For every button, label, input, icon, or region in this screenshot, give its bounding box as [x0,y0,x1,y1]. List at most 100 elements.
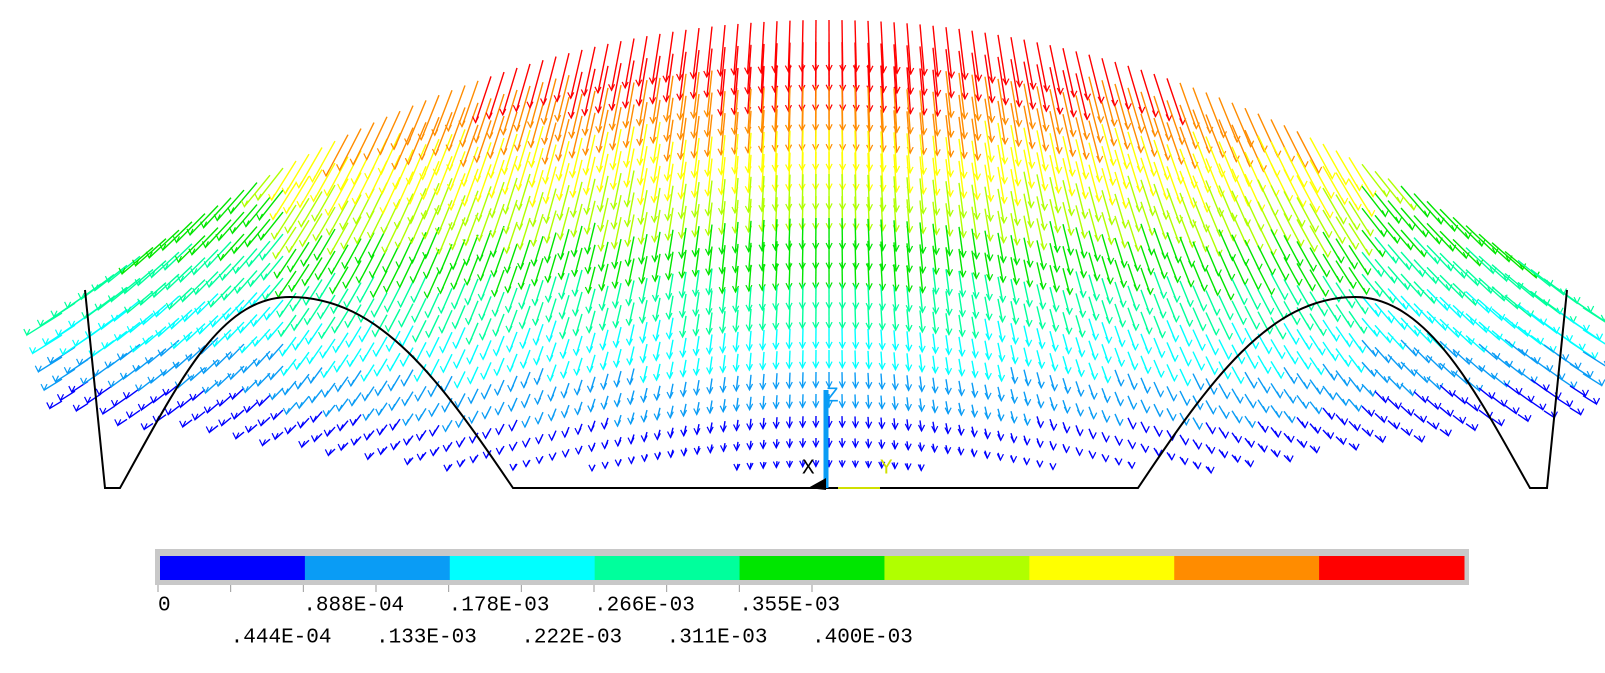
vector [205,220,231,248]
vector-head [1249,421,1255,427]
vector-head [438,307,444,313]
legend-label: .888E-04 [303,595,404,618]
vector-head [1290,397,1296,403]
vector-head [459,121,465,127]
vector-head [365,173,371,179]
vector-head [587,366,593,372]
vector-head [1135,265,1141,271]
vector [586,157,595,194]
vector-head [1145,367,1151,373]
vector-head [1068,229,1074,235]
vector-head [1339,237,1345,243]
vector-head [543,217,549,223]
vector [1102,146,1113,185]
vector-head [401,380,407,386]
vector [1505,295,1531,316]
vector [972,119,978,160]
vector-head [440,346,446,352]
vector [789,307,790,329]
vector-head [1277,392,1283,398]
vector [1440,297,1460,317]
vector-head [496,448,502,454]
vector [204,198,231,228]
vector [1492,287,1517,309]
vector [1375,347,1389,362]
vector [191,368,205,381]
vector-head [1112,100,1118,106]
vector-head [314,254,320,260]
vector-head [1132,344,1138,350]
vector-head [585,248,591,254]
vector-head [206,281,212,287]
vector-head [561,411,567,417]
legend-label: .355E-03 [739,595,840,618]
vector-head [428,390,434,396]
vector-head [506,326,512,332]
legend: 0.444E-04.888E-04.133E-03.178E-03.222E-0… [158,556,1465,650]
vector-head [1052,365,1058,371]
vector-head [296,182,302,188]
vector-head [1138,146,1144,152]
vector-head [1296,279,1302,285]
vector-head [1068,249,1074,255]
vector-head [1081,252,1087,258]
vector-head [549,434,555,440]
vector-head [613,341,619,347]
vector-head [275,291,281,297]
vector [855,350,856,368]
vector [1089,55,1101,103]
vector [802,306,803,328]
vector-head [1082,212,1088,218]
vector-head [214,214,220,220]
vector-head [1096,176,1102,182]
vector-head [416,434,422,440]
vector-head [282,389,288,395]
vector [572,138,582,177]
vector [1362,406,1372,416]
vector-head [1226,353,1232,359]
vector-head [216,234,222,240]
vector-head [1123,182,1129,188]
vector-head [302,279,308,285]
vector-head [321,371,327,377]
vector-head [1185,360,1191,366]
vector [1154,74,1169,120]
vector-head [1187,300,1193,306]
vector-head [467,377,473,383]
vector-head [1360,346,1366,352]
vector-head [1329,413,1335,419]
vector [271,366,283,379]
vector [174,332,192,348]
vector-head [1378,270,1384,276]
vector [1440,363,1454,376]
vector [599,110,608,152]
vector-head [461,180,467,186]
vector-head [559,313,565,319]
vector-head [470,456,476,462]
vector-head [443,445,449,451]
vector-head [292,344,298,350]
vector-head [373,350,379,356]
vector-head [334,366,340,372]
vector [517,108,530,151]
legend-label: .311E-03 [667,627,768,650]
vector-head [1081,271,1087,277]
vector-head [1098,97,1104,103]
vector [1375,369,1387,382]
vector-head [1251,382,1257,388]
vector-head [1025,379,1031,385]
vector-head [1225,373,1231,379]
vector-head [237,327,243,333]
vector [185,302,205,322]
vector-head [1039,323,1045,329]
vector-head [1116,439,1122,445]
vector [55,369,75,382]
vector-head [1153,111,1159,117]
vector-head [1118,380,1124,386]
vector [394,106,413,150]
vector-head [364,434,370,440]
vector-head [486,113,492,119]
vector [159,318,179,336]
vector-head [437,287,443,293]
vector-head [367,232,373,238]
